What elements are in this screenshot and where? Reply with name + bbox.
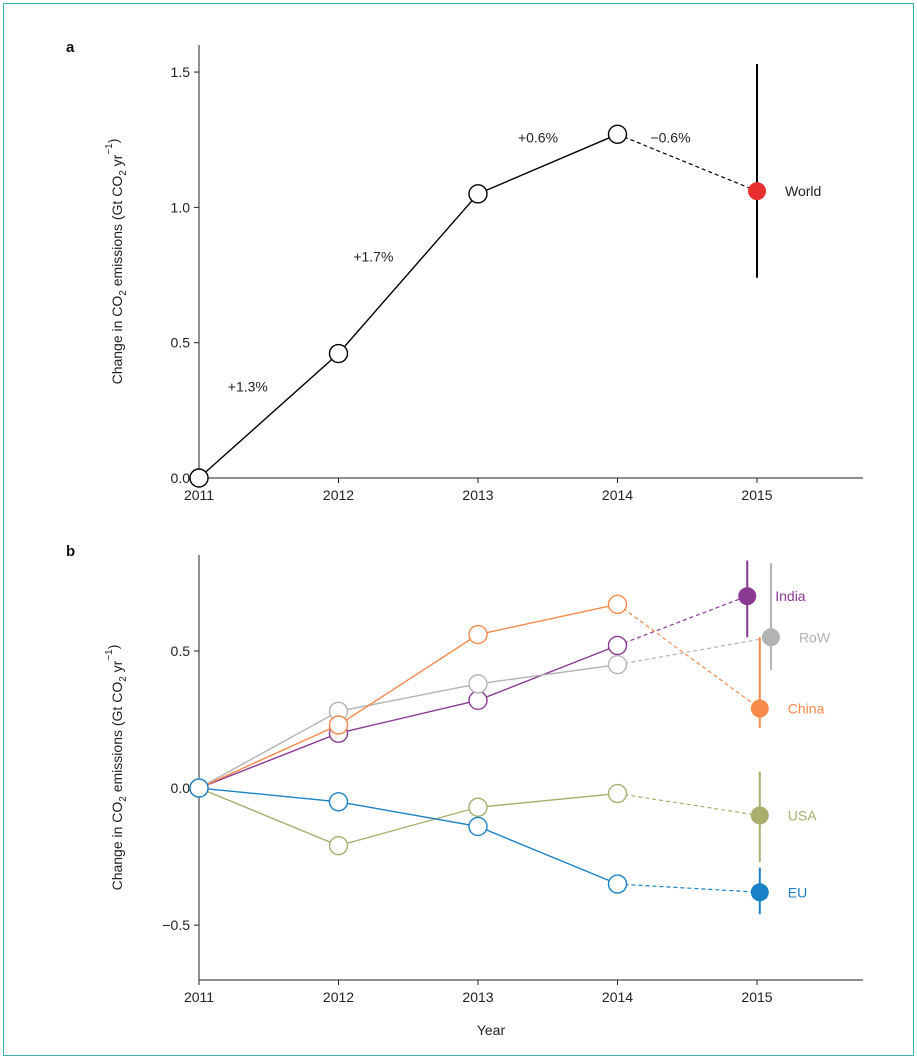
projection-point <box>750 883 769 902</box>
y-axis-title-part: 2 <box>118 796 129 802</box>
data-point <box>328 343 349 364</box>
data-point <box>607 594 628 615</box>
series-label: India <box>775 588 806 604</box>
panel-b: b 2011 2012 2013 2014 2015 −0.5 0.0 0.5 Change in… <box>66 543 863 1038</box>
series-label: USA <box>788 807 817 823</box>
series-line <box>198 603 618 789</box>
series-line <box>198 787 618 885</box>
y-tick-label: 1.5 <box>171 64 191 80</box>
x-tick-label: 2012 <box>323 989 354 1005</box>
series-world: World <box>189 63 821 488</box>
x-tick-label: 2014 <box>602 989 633 1005</box>
x-tick-label: 2013 <box>462 989 493 1005</box>
y-axis-title-part: ) <box>105 645 121 650</box>
y-axis-title-part: 2 <box>118 676 129 682</box>
projection-line <box>617 883 760 893</box>
y-tick-label: 0.5 <box>171 335 191 351</box>
data-point <box>607 783 628 804</box>
projection-line <box>617 792 760 817</box>
y-axis-title-part: Change in CO <box>109 296 125 385</box>
series-label: EU <box>788 884 807 900</box>
data-point <box>328 715 349 735</box>
data-point <box>328 792 349 812</box>
y-axis-title-part: yr <box>109 660 125 676</box>
data-point <box>607 635 628 656</box>
x-tick-label: 2011 <box>184 989 214 1005</box>
data-point <box>468 797 488 817</box>
panel-a: a 2011 2012 2013 2014 2015 0.0 0.5 1.0 1.5 Change … <box>66 39 863 503</box>
x-tick-label: 2011 <box>184 487 214 503</box>
data-point <box>607 124 628 145</box>
series-china: China <box>189 594 825 798</box>
series-india: India <box>189 560 806 798</box>
data-point <box>468 816 488 837</box>
y-axis-title-part: −1 <box>104 649 115 661</box>
y-axis-title-part: emissions (Gt CO <box>109 176 125 290</box>
data-point <box>189 468 209 488</box>
projection-point <box>750 699 769 718</box>
projection-point <box>738 587 757 606</box>
growth-annotation: +1.7% <box>353 249 393 265</box>
series-eu: EU <box>189 778 807 915</box>
projection-line <box>617 595 748 647</box>
y-axis-title-part: Change in CO <box>109 802 125 891</box>
y-axis-title-part: −1 <box>104 143 115 155</box>
projection-point <box>761 628 780 647</box>
x-axis-title: Year <box>477 1022 506 1038</box>
series-line <box>198 644 618 789</box>
y-axis-title-part: ) <box>105 139 121 144</box>
series-line <box>198 133 618 479</box>
y-tick-label: 0.0 <box>171 470 191 486</box>
data-point <box>328 835 349 856</box>
projection-point <box>748 182 766 201</box>
x-tick-label: 2015 <box>741 989 772 1005</box>
data-point <box>607 874 628 894</box>
y-axis-title: Change in CO2 emissions (Gt CO2 yr−1) <box>104 139 129 385</box>
y-tick-label: 1.0 <box>171 199 191 215</box>
series-line <box>198 787 618 847</box>
y-axis-title-part: 2 <box>118 170 129 176</box>
x-tick-label: 2012 <box>323 487 354 503</box>
growth-annotation: −0.6% <box>650 129 690 145</box>
y-tick-label: 0.5 <box>171 643 191 659</box>
data-point <box>189 778 209 798</box>
projection-line <box>617 636 772 666</box>
panel-label: b <box>66 543 75 560</box>
data-point <box>468 184 488 204</box>
data-point <box>468 674 488 694</box>
series-label: China <box>788 701 825 717</box>
data-point <box>607 654 628 675</box>
projection-point <box>750 806 769 825</box>
series-usa: USA <box>189 771 817 863</box>
growth-annotation: +1.3% <box>228 378 268 394</box>
y-axis-title: Change in CO2 emissions (Gt CO2 yr−1) <box>104 645 129 891</box>
x-tick-label: 2014 <box>602 487 633 503</box>
x-tick-label: 2013 <box>462 487 493 503</box>
series-line <box>198 663 618 789</box>
series-label: World <box>785 183 821 199</box>
growth-annotation: +0.6% <box>518 129 558 145</box>
panel-label: a <box>66 39 75 56</box>
series-label: RoW <box>799 629 831 645</box>
x-tick-label: 2015 <box>741 487 772 503</box>
figure-border <box>3 3 914 1056</box>
data-point <box>468 690 488 711</box>
series-row: RoW <box>189 563 831 798</box>
y-tick-label: −0.5 <box>162 917 190 933</box>
data-point <box>468 624 488 645</box>
y-axis-title-part: yr <box>109 154 125 170</box>
y-axis-title-part: emissions (Gt CO <box>109 682 125 796</box>
projection-line <box>617 603 761 710</box>
y-axis-title-part: 2 <box>118 290 129 296</box>
y-tick-label: 0.0 <box>171 780 191 796</box>
